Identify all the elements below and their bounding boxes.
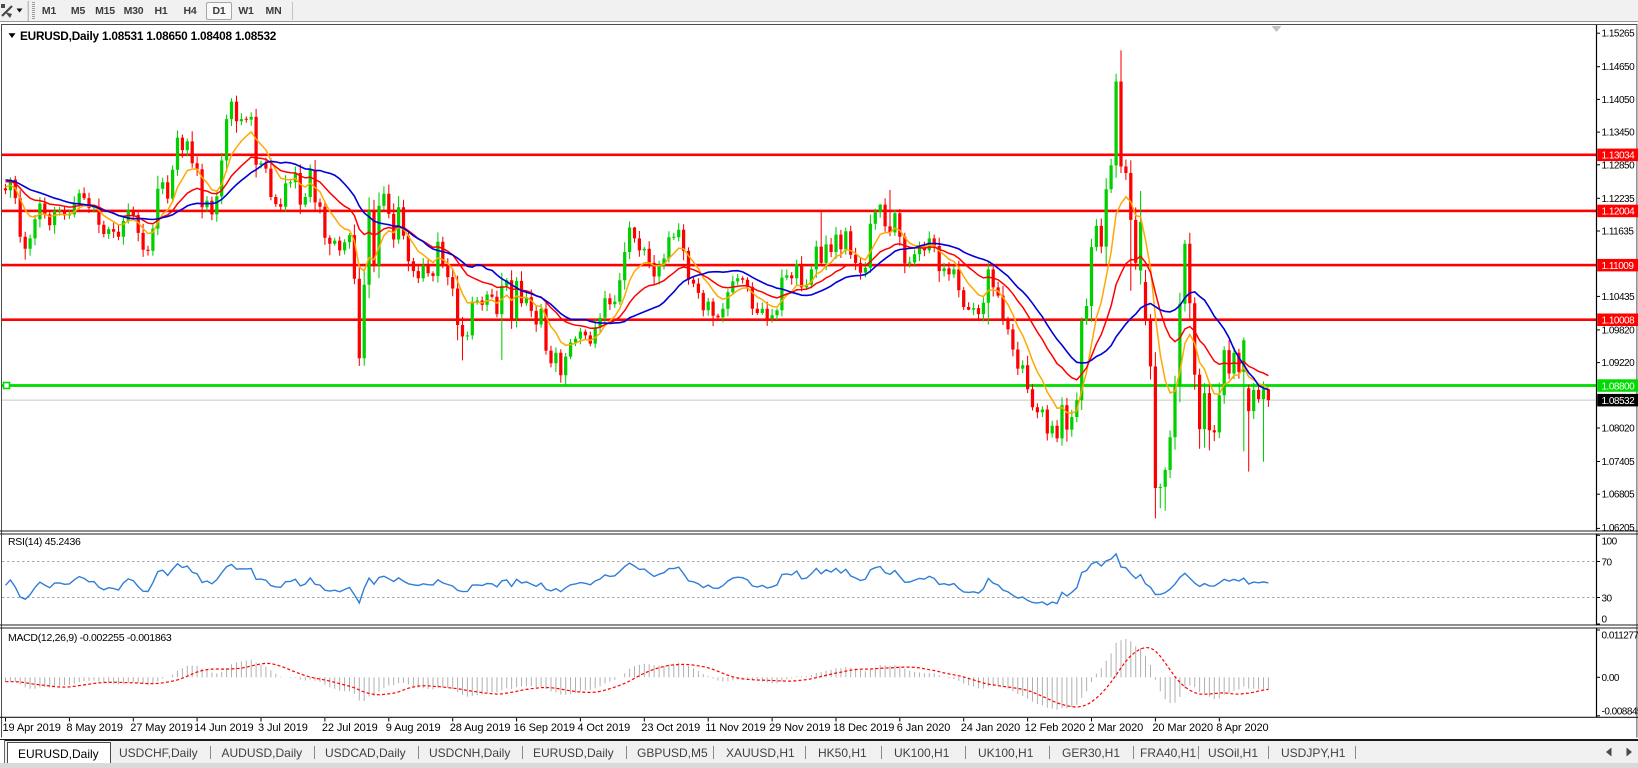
svg-text:1.11009: 1.11009 [1602,261,1635,272]
svg-text:30: 30 [1602,593,1613,604]
svg-text:1.15265: 1.15265 [1602,29,1636,40]
svg-text:23 Oct 2019: 23 Oct 2019 [641,722,700,734]
svg-text:1.13450: 1.13450 [1602,128,1636,139]
svg-text:28 Aug 2019: 28 Aug 2019 [450,722,511,734]
svg-text:1.13034: 1.13034 [1602,151,1636,162]
svg-text:1.07405: 1.07405 [1602,457,1636,468]
svg-text:6 Jan 2020: 6 Jan 2020 [897,722,950,734]
svg-text:1.12235: 1.12235 [1602,194,1636,205]
svg-text:9 Aug 2019: 9 Aug 2019 [386,722,441,734]
svg-text:1.06205: 1.06205 [1602,523,1636,534]
svg-text:-0.008845: -0.008845 [1602,707,1638,718]
svg-text:0.00: 0.00 [1602,673,1620,684]
svg-text:11 Nov 2019: 11 Nov 2019 [705,722,765,734]
svg-text:MACD(12,26,9) -0.002255 -0.001: MACD(12,26,9) -0.002255 -0.001863 [8,632,172,644]
svg-text:27 May 2019: 27 May 2019 [130,722,193,734]
svg-text:70: 70 [1602,557,1613,568]
svg-text:20 Mar 2020: 20 Mar 2020 [1152,722,1213,734]
svg-text:1.08020: 1.08020 [1602,424,1636,435]
svg-text:1.06805: 1.06805 [1602,490,1636,501]
svg-text:8 Apr 2020: 8 Apr 2020 [1216,722,1268,734]
svg-text:12 Feb 2020: 12 Feb 2020 [1025,722,1086,734]
svg-text:1.09220: 1.09220 [1602,358,1636,369]
svg-text:8 May 2019: 8 May 2019 [66,722,122,734]
svg-text:1.10008: 1.10008 [1602,316,1636,327]
svg-text:2 Mar 2020: 2 Mar 2020 [1089,722,1144,734]
svg-text:RSI(14) 45.2436: RSI(14) 45.2436 [8,536,81,548]
svg-text:1.14650: 1.14650 [1602,62,1636,73]
svg-text:3 Jul 2019: 3 Jul 2019 [258,722,308,734]
svg-text:19 Apr 2019: 19 Apr 2019 [3,722,61,734]
svg-text:1.10435: 1.10435 [1602,292,1636,303]
svg-text:0: 0 [1602,615,1608,626]
svg-text:4 Oct 2019: 4 Oct 2019 [577,722,630,734]
svg-text:16 Sep 2019: 16 Sep 2019 [514,722,575,734]
svg-text:29 Nov 2019: 29 Nov 2019 [769,722,830,734]
svg-text:EURUSD,Daily 1.08531 1.08650: EURUSD,Daily 1.08531 1.08650 1.08408 1.0… [20,29,277,43]
svg-text:100: 100 [1602,536,1618,547]
svg-text:0.011277: 0.011277 [1602,631,1638,642]
svg-text:1.08532: 1.08532 [1602,396,1636,407]
svg-text:22 Jul 2019: 22 Jul 2019 [322,722,378,734]
svg-text:14 Jun 2019: 14 Jun 2019 [194,722,253,734]
svg-text:1.11635: 1.11635 [1602,227,1635,238]
svg-text:1.12004: 1.12004 [1602,207,1636,218]
svg-text:24 Jan 2020: 24 Jan 2020 [961,722,1020,734]
svg-text:1.12850: 1.12850 [1602,160,1636,171]
svg-text:1.09820: 1.09820 [1602,325,1636,336]
svg-text:1.14050: 1.14050 [1602,95,1636,106]
svg-text:18 Dec 2019: 18 Dec 2019 [833,722,894,734]
svg-text:1.08800: 1.08800 [1602,381,1636,392]
